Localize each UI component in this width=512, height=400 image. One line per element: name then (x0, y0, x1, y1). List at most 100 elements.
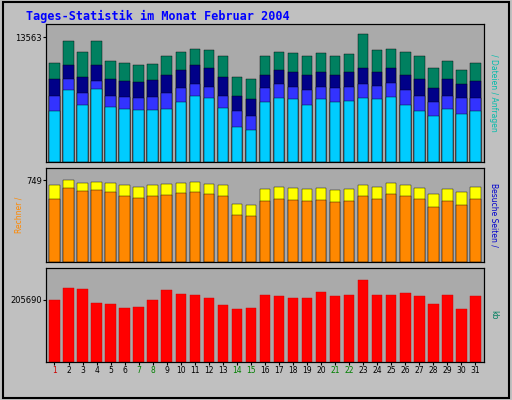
Bar (302, 189, 312, 262)
Bar (372, 186, 382, 262)
Bar (414, 199, 424, 262)
Bar (330, 296, 340, 362)
Bar (218, 77, 228, 162)
Bar (372, 295, 382, 362)
Bar (274, 52, 284, 162)
Bar (218, 108, 228, 162)
Bar (204, 98, 214, 162)
Bar (358, 84, 369, 162)
Bar (63, 180, 74, 262)
Bar (246, 308, 256, 362)
Bar (316, 188, 326, 262)
Bar (134, 186, 144, 262)
Bar (470, 186, 481, 262)
Bar (274, 296, 284, 362)
Bar (442, 109, 453, 162)
Bar (77, 183, 88, 262)
Bar (330, 202, 340, 262)
Bar (302, 105, 312, 162)
Bar (176, 183, 186, 262)
Bar (119, 81, 130, 162)
Y-axis label: / Dateien / Anfragen: / Dateien / Anfragen (489, 54, 498, 132)
Bar (288, 72, 298, 162)
Bar (470, 199, 481, 262)
Bar (344, 54, 354, 162)
Bar (176, 193, 186, 262)
Bar (330, 74, 340, 162)
Bar (316, 98, 326, 162)
Bar (274, 186, 284, 262)
Bar (442, 201, 453, 262)
Bar (218, 305, 228, 362)
Bar (189, 96, 200, 162)
Bar (414, 79, 424, 162)
Bar (288, 298, 298, 362)
Bar (134, 65, 144, 162)
Bar (105, 107, 116, 162)
Bar (386, 97, 396, 162)
Bar (442, 295, 453, 362)
Bar (147, 300, 158, 362)
Bar (442, 96, 453, 162)
Bar (147, 110, 158, 162)
Bar (288, 86, 298, 162)
Bar (316, 86, 326, 162)
Bar (428, 102, 439, 162)
Bar (344, 189, 354, 262)
Bar (358, 280, 369, 362)
Bar (49, 79, 60, 162)
Bar (246, 130, 256, 162)
Bar (260, 189, 270, 262)
Bar (77, 289, 88, 362)
Bar (91, 89, 102, 162)
Bar (302, 201, 312, 262)
Bar (288, 200, 298, 262)
Bar (456, 70, 466, 162)
Bar (105, 79, 116, 162)
Bar (372, 86, 382, 162)
Bar (231, 77, 242, 162)
Bar (386, 295, 396, 362)
Bar (49, 96, 60, 162)
Bar (147, 186, 158, 262)
Bar (161, 184, 172, 262)
Bar (161, 56, 172, 162)
Bar (204, 50, 214, 162)
Bar (316, 72, 326, 162)
Bar (428, 68, 439, 162)
Bar (134, 98, 144, 162)
Bar (63, 79, 74, 162)
Bar (91, 303, 102, 362)
Bar (316, 54, 326, 162)
Bar (260, 74, 270, 162)
Bar (134, 82, 144, 162)
Bar (302, 298, 312, 362)
Bar (358, 34, 369, 162)
Bar (231, 309, 242, 362)
Bar (105, 96, 116, 162)
Bar (231, 111, 242, 162)
Bar (49, 186, 60, 262)
Bar (176, 294, 186, 362)
Bar (63, 90, 74, 162)
Bar (246, 116, 256, 162)
Bar (134, 198, 144, 262)
Bar (358, 186, 369, 262)
Bar (176, 52, 186, 162)
Bar (134, 110, 144, 162)
Bar (470, 81, 481, 162)
Bar (105, 304, 116, 362)
Bar (414, 188, 424, 262)
Bar (330, 190, 340, 262)
Bar (246, 100, 256, 162)
Bar (414, 296, 424, 362)
Bar (288, 54, 298, 162)
Bar (288, 188, 298, 262)
Bar (231, 127, 242, 162)
Bar (358, 98, 369, 162)
Bar (119, 109, 130, 162)
Bar (302, 90, 312, 162)
Bar (119, 196, 130, 262)
Bar (344, 101, 354, 162)
Bar (344, 201, 354, 262)
